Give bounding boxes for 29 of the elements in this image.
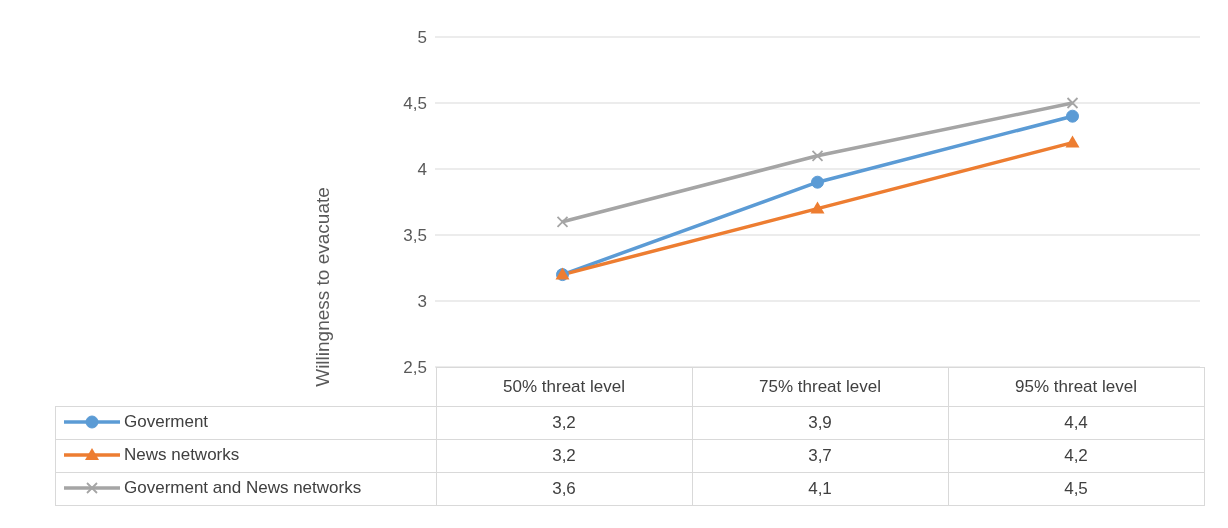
- point: [1066, 109, 1079, 123]
- data-label: 3,9: [692, 406, 948, 440]
- point: [811, 149, 824, 162]
- data-label: 3,7: [692, 439, 948, 473]
- data-label: 4,2: [948, 439, 1204, 473]
- y-tick-label: 5: [417, 28, 427, 48]
- y-axis-title: Willingness to evacuate: [312, 187, 334, 387]
- data-label: 4,1: [692, 472, 948, 506]
- legend-label: News networks: [124, 444, 240, 465]
- y-tick-label: 4: [417, 160, 427, 180]
- legend-label: Goverment and News networks: [124, 477, 362, 498]
- point: [811, 175, 824, 189]
- y-tick-label: 2,5: [403, 358, 427, 378]
- data-label: 3,2: [436, 406, 692, 440]
- data-label: 3,6: [436, 472, 692, 506]
- point: [556, 215, 569, 228]
- data-label: 4,5: [948, 472, 1204, 506]
- legend-label: Goverment: [124, 411, 209, 432]
- point: [1065, 135, 1080, 148]
- point: [810, 201, 825, 214]
- y-tick-label: 4,5: [403, 94, 427, 114]
- data-label: 3,2: [436, 439, 692, 473]
- x-tick-label: 50% threat level: [436, 367, 692, 407]
- x-tick-label: 95% threat level: [948, 367, 1204, 407]
- y-tick-label: 3: [417, 292, 427, 312]
- data-label: 4,4: [948, 406, 1204, 440]
- x-tick-label: 75% threat level: [692, 367, 948, 407]
- point: [1066, 97, 1079, 109]
- y-tick-label: 3,5: [403, 226, 427, 246]
